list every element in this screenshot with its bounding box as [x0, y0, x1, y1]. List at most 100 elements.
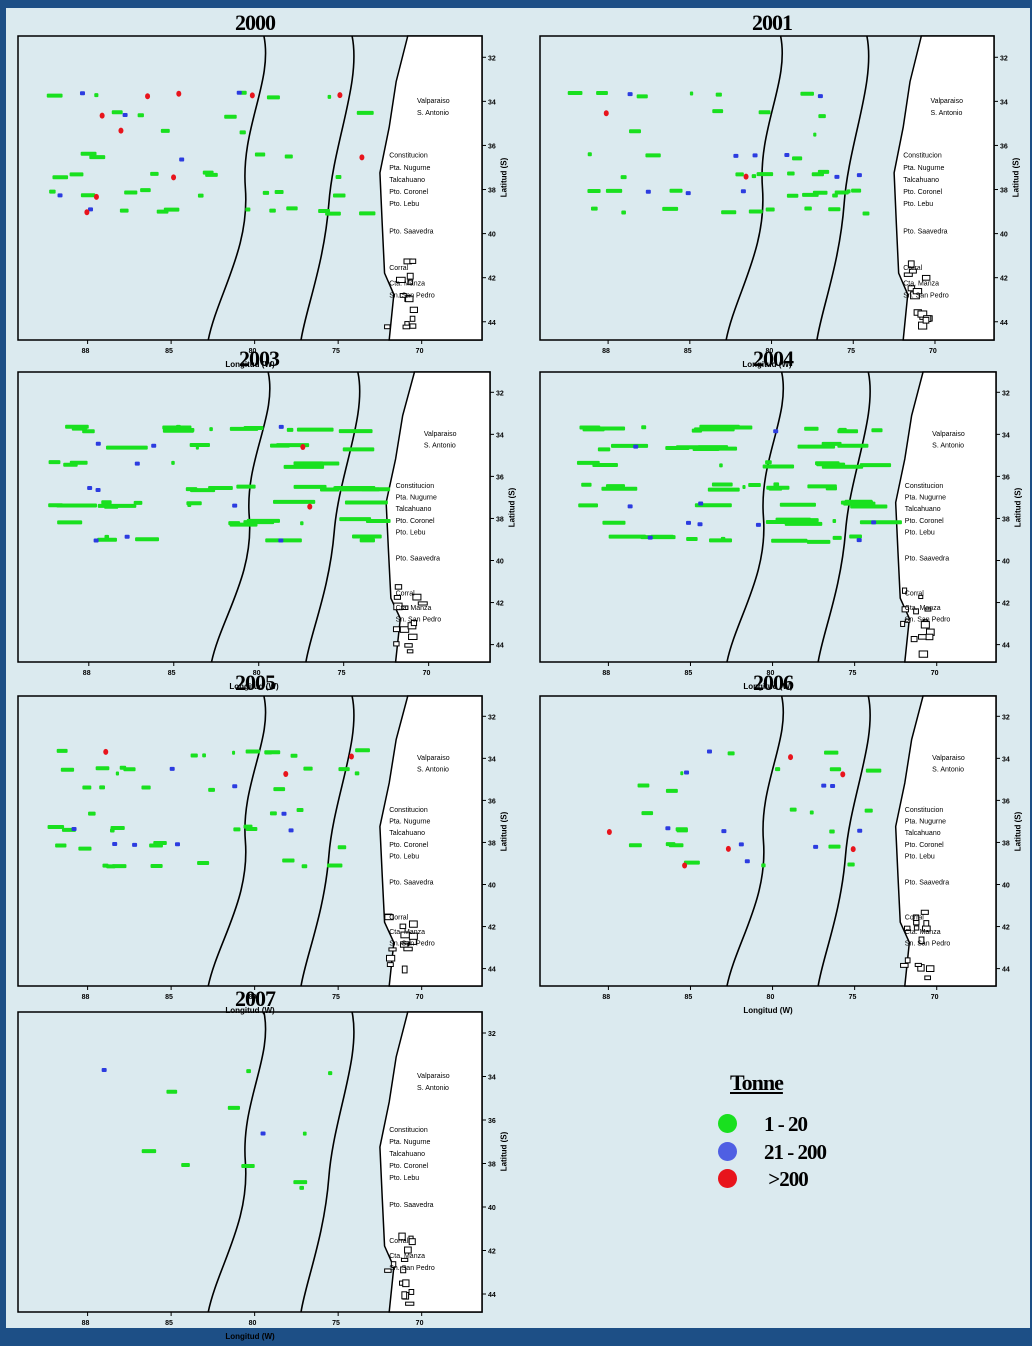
catch-mark-red	[359, 154, 365, 161]
map-panel-2004: 2004 Valparaiso S. Antonio Constitucion Pta.…	[539, 346, 1032, 696]
catch-mark-green	[605, 188, 623, 193]
catch-mark-green	[229, 426, 259, 431]
island	[903, 925, 911, 932]
catch-mark-red	[603, 110, 609, 117]
coast-label: Sn. San Pedro	[389, 1265, 435, 1272]
map-panel-2007: 2007 Valparaiso S. Antonio Constitucion Pta.…	[17, 986, 532, 1346]
coast-label: Talcahuano	[389, 177, 425, 184]
catch-mark-green	[786, 193, 799, 198]
catch-mark-green	[815, 461, 840, 466]
catch-mark-green	[171, 460, 175, 465]
catch-mark-green	[834, 190, 849, 195]
catch-mark-green	[303, 766, 313, 771]
catch-mark-green	[859, 520, 902, 525]
coast-label: Valparaiso	[932, 755, 965, 762]
ytick-label: 36	[488, 1118, 496, 1125]
xtick-label: 88	[602, 994, 610, 1001]
coast-label: Corral	[903, 265, 923, 272]
catch-mark-green	[865, 768, 882, 773]
catch-mark-green	[675, 827, 688, 832]
island	[408, 1289, 415, 1295]
catch-mark-green	[197, 193, 204, 198]
coast-label: Corral	[389, 265, 409, 272]
coast-label: S. Antonio	[932, 442, 964, 449]
catch-mark-green	[115, 771, 120, 776]
catch-mark-green	[789, 807, 797, 812]
coast-label: Pto. Lebu	[903, 201, 933, 208]
catch-mark-blue	[122, 113, 128, 118]
x-axis-label: Longitud (W)	[742, 360, 792, 369]
island	[392, 626, 400, 633]
catch-mark-green	[812, 190, 828, 195]
catch-mark-green	[335, 174, 342, 179]
legend: Tonne 1 - 20 21 - 200 >200	[700, 1070, 880, 1200]
chile-coast	[379, 695, 483, 987]
island	[409, 258, 417, 264]
coast-label: Corral	[396, 590, 416, 597]
catch-mark-green	[176, 424, 181, 429]
catch-mark-blue	[856, 538, 862, 543]
catch-mark-green	[265, 538, 302, 543]
catch-mark-green	[352, 534, 382, 539]
catch-mark-green	[189, 443, 210, 448]
catch-mark-green	[707, 487, 740, 492]
xtick-label: 75	[849, 994, 857, 1001]
ytick-label: 32	[1002, 714, 1010, 721]
island	[399, 293, 407, 298]
island	[393, 602, 403, 611]
ytick-label: 44	[488, 320, 496, 327]
island	[904, 618, 911, 623]
catch-mark-green	[727, 751, 735, 756]
catch-mark-green	[864, 808, 873, 813]
catch-mark-green	[829, 829, 835, 834]
ytick-label: 40	[1000, 232, 1008, 239]
catch-mark-red	[606, 828, 612, 835]
catch-mark-blue	[288, 828, 294, 833]
catch-mark-green	[837, 443, 869, 448]
xtick-label: 88	[82, 1320, 90, 1327]
island	[404, 643, 413, 648]
xtick-label: 70	[423, 670, 431, 677]
coast-label: Pto. Saavedra	[905, 556, 949, 563]
coast-label: Pto. Lebu	[389, 853, 419, 860]
coast-label: Cta. Manza	[903, 280, 939, 287]
catch-mark-green	[246, 1069, 251, 1074]
catch-mark-green	[828, 207, 841, 212]
catch-mark-green	[229, 522, 258, 527]
catch-mark-green	[150, 171, 159, 176]
coast-label: Constitucion	[905, 807, 944, 814]
panel-title: 2001	[752, 10, 793, 35]
xtick-label: 75	[849, 670, 857, 677]
ytick-label: 38	[1000, 188, 1008, 195]
catch-mark-red	[743, 173, 749, 180]
ytick-label: 38	[488, 840, 496, 847]
ytick-label: 40	[496, 559, 504, 566]
coast-label: Sn. San Pedro	[905, 616, 951, 623]
map-canvas: Valparaiso S. Antonio Constitucion Pta. Nug…	[17, 1011, 496, 1327]
catch-mark-blue	[752, 153, 758, 158]
catch-mark-blue	[278, 538, 284, 543]
catch-mark-green	[771, 538, 808, 543]
catch-mark-blue	[278, 424, 284, 429]
island	[924, 607, 932, 612]
catch-mark-green	[838, 427, 847, 432]
panel-title: 2006	[753, 670, 794, 695]
island	[918, 594, 924, 600]
coast-label: Sn. San Pedro	[389, 940, 435, 947]
catch-mark-green	[689, 91, 694, 96]
island	[925, 965, 935, 972]
coast-label: S. Antonio	[417, 1085, 449, 1092]
ytick-label: 34	[496, 432, 504, 439]
ytick-label: 44	[488, 1292, 496, 1299]
coast-label: Talcahuano	[903, 177, 939, 184]
catch-mark-green	[95, 766, 110, 771]
catch-mark-green	[202, 170, 214, 175]
catch-mark-green	[340, 487, 380, 492]
catch-mark-green	[269, 208, 276, 213]
catch-mark-blue	[740, 189, 746, 194]
catch-mark-green	[97, 537, 117, 542]
island	[408, 920, 418, 928]
xtick-label: 75	[338, 670, 346, 677]
catch-mark-green	[149, 843, 163, 848]
xtick-label: 88	[83, 670, 91, 677]
